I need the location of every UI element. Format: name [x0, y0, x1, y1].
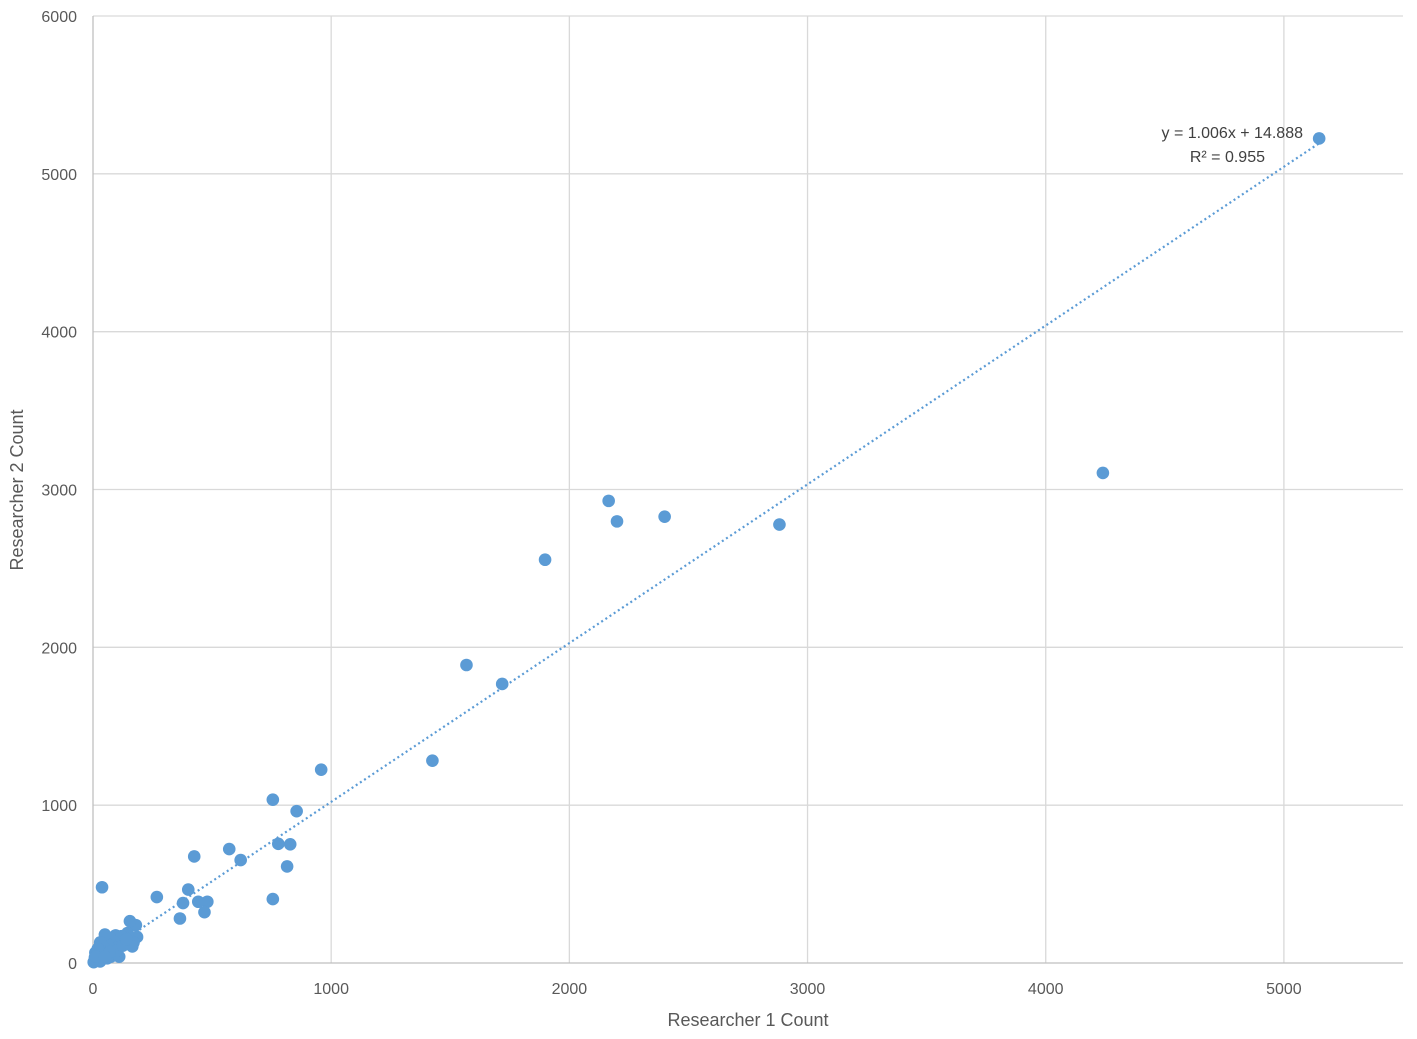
data-point — [538, 553, 552, 567]
data-point — [272, 837, 285, 851]
data-point — [314, 763, 328, 776]
y-tick-label: 2000 — [41, 640, 77, 657]
x-tick-label: 4000 — [1028, 981, 1064, 998]
data-point — [658, 510, 671, 523]
y-tick-label: 4000 — [41, 325, 77, 342]
data-point — [173, 912, 187, 925]
data-point — [222, 842, 236, 856]
data-point — [120, 933, 133, 946]
data-point — [280, 860, 294, 873]
trendline — [93, 142, 1320, 962]
y-axis-title: Researcher 2 Count — [7, 409, 27, 570]
x-axis-title: Researcher 1 Count — [667, 1010, 828, 1030]
y-tick-label: 3000 — [41, 483, 77, 500]
data-point — [191, 895, 205, 909]
data-point — [495, 677, 509, 691]
axes — [92, 16, 1403, 964]
x-tick-label: 0 — [89, 981, 98, 998]
data-point — [1096, 466, 1110, 480]
data-point — [187, 850, 201, 863]
trendline-group — [93, 142, 1320, 962]
data-point — [198, 905, 211, 919]
data-points — [87, 132, 1326, 969]
data-point — [234, 853, 247, 867]
data-point — [602, 494, 615, 508]
trendline-r-squared: R² = 0.955 — [1190, 149, 1265, 166]
data-point — [290, 804, 303, 818]
tick-labels: 0 1000 2000 3000 4000 5000 6000 0 1000 2000 3000 40… — [41, 9, 1301, 998]
x-tick-label: 1000 — [313, 981, 349, 998]
y-tick-label: 1000 — [41, 798, 77, 815]
data-point — [95, 880, 109, 894]
data-point — [610, 515, 624, 528]
y-tick-label: 6000 — [41, 9, 77, 26]
data-point — [773, 518, 786, 531]
x-tick-label: 3000 — [790, 981, 826, 998]
data-point — [266, 793, 280, 806]
data-point — [201, 895, 214, 909]
x-tick-label: 2000 — [552, 981, 588, 998]
trendline-equation: y = 1.006x + 14.888 — [1162, 125, 1304, 142]
data-point — [460, 658, 473, 672]
y-tick-label: 5000 — [41, 167, 77, 184]
x-tick-label: 5000 — [1266, 981, 1302, 998]
data-point — [1312, 132, 1326, 145]
y-tick-label: 0 — [68, 956, 77, 973]
data-point — [176, 896, 190, 910]
data-point — [89, 950, 103, 963]
data-point — [123, 914, 137, 928]
data-point — [266, 892, 280, 906]
data-point — [426, 754, 439, 767]
data-point — [150, 890, 164, 904]
data-point — [98, 950, 112, 963]
gridlines — [93, 15, 1403, 963]
data-point — [283, 838, 297, 851]
data-point — [181, 883, 195, 896]
